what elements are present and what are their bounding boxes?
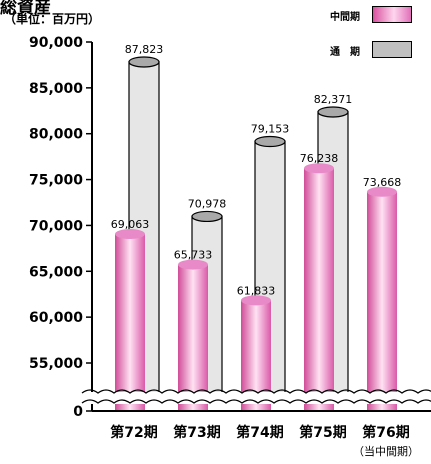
bar-interim-cap [241,295,271,306]
bar-interim-base [178,404,208,411]
y-tick-label: 90,000 [29,35,83,51]
legend-swatch-interim [372,6,412,23]
x-tick-label: 第72期 [110,424,157,441]
bar-interim-cap [178,259,208,270]
legend-label-annual: 通 期 [330,47,360,58]
bar-interim [241,300,271,406]
y-tick-label: 65,000 [29,264,83,280]
x-tick-label: 第73期 [173,424,220,441]
chart-title: 総資産 [0,0,51,18]
y-tick-label: 0 [73,404,83,420]
bar-interim [178,264,208,406]
legend-label-interim: 中間期 [330,12,360,23]
interim-value-label: 69,063 [111,218,150,231]
x-tick-label: 第76期 [362,424,409,441]
x-tick-label: 第74期 [236,424,283,441]
axis-break-band [84,392,424,404]
x-tick-label: 第75期 [299,424,346,441]
bar-interim-base [115,404,145,411]
y-tick-label: 60,000 [29,310,83,326]
y-tick-label: 80,000 [29,127,83,143]
bar-annual-cap [128,56,160,68]
annual-value-label: 82,371 [314,93,353,106]
legend-swatch-annual [372,41,412,58]
bar-annual-cap [317,106,349,118]
bar-interim-base [367,404,397,411]
bar-interim-cap [115,229,145,240]
category-note: （当中間期） [353,444,419,458]
bar-annual-cap [191,210,223,223]
bar-interim [367,191,397,406]
bar-interim-cap [367,186,397,197]
interim-value-label: 73,668 [363,176,402,189]
y-tick-label: 55,000 [29,356,83,372]
y-tick-label: 85,000 [29,81,83,97]
annual-value-label: 70,978 [188,197,227,210]
y-tick-label: 75,000 [29,173,83,189]
interim-value-label: 65,733 [174,249,213,262]
y-tick-label: 70,000 [29,218,83,234]
axis-break-line [81,389,431,394]
annual-value-label: 87,823 [125,43,164,56]
annual-value-label: 79,153 [251,122,290,135]
unit-label: （単位：百万円） [4,12,101,26]
bar-interim-cap [304,163,334,174]
interim-value-label: 76,238 [300,152,339,165]
axis-break-line [81,399,431,404]
bar-interim [115,234,145,406]
bar-annual-cap [254,135,286,148]
interim-value-label: 61,833 [237,284,276,297]
bar-interim-base [241,404,271,411]
bar-interim-base [304,404,334,411]
bar-interim [304,168,334,406]
